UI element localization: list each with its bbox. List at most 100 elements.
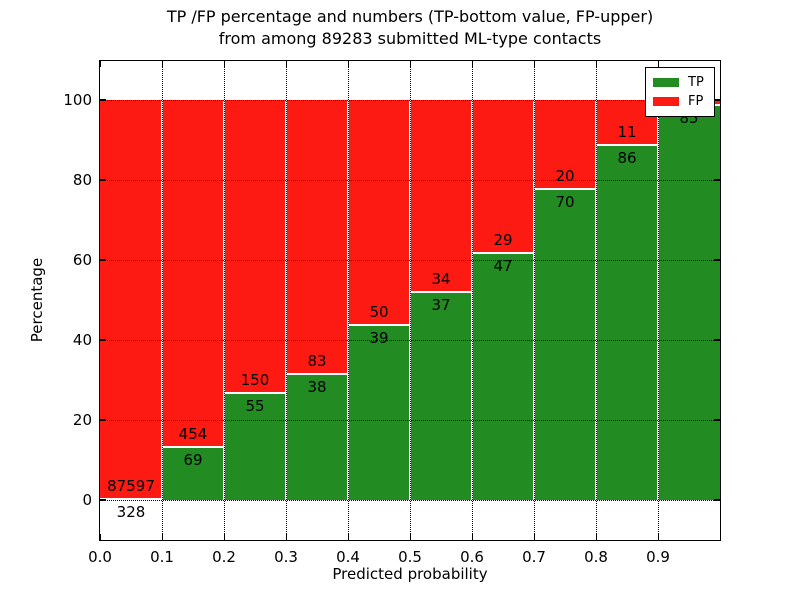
tp-bar-segment — [410, 291, 472, 500]
tp-count-label: 38 — [307, 378, 327, 397]
y-tickmark — [100, 179, 106, 181]
fp-count-label: 29 — [493, 230, 513, 249]
y-tickmark-right — [714, 179, 720, 181]
tp-bar-segment — [596, 145, 658, 500]
x-tickmark-top — [99, 61, 101, 67]
y-tick-label: 100 — [63, 91, 92, 109]
fp-count-label: 11 — [617, 123, 637, 142]
vertical-gridline — [162, 61, 163, 540]
tp-count-label: 37 — [431, 295, 451, 314]
bar-boundary-edge — [162, 446, 224, 449]
y-tick-label: 40 — [72, 331, 92, 349]
x-tickmark — [99, 534, 101, 540]
vertical-gridline — [596, 61, 597, 540]
x-tickmark — [161, 534, 163, 540]
legend-item-tp: TP — [653, 73, 707, 92]
y-tick-label: 0 — [82, 491, 92, 509]
tp-count-label: 55 — [245, 396, 265, 415]
bar-boundary-edge — [596, 144, 658, 147]
fp-count-label: 20 — [555, 166, 575, 185]
fp-bar-segment — [472, 100, 534, 253]
x-tick-label: 0.6 — [460, 548, 484, 566]
tp-count-label: 86 — [617, 149, 637, 168]
y-tickmark — [100, 499, 106, 501]
fp-count-label: 454 — [178, 425, 208, 444]
x-tickmark-top — [657, 61, 659, 67]
x-tickmark-top — [161, 61, 163, 67]
y-tick-label: 80 — [72, 171, 92, 189]
x-tickmark-top — [533, 61, 535, 67]
fp-bar-segment — [100, 100, 162, 499]
x-tickmark — [347, 534, 349, 540]
tp-bar-segment — [162, 447, 224, 500]
x-tick-label: 0.1 — [150, 548, 174, 566]
x-tickmark — [471, 534, 473, 540]
y-tickmark-right — [714, 99, 720, 101]
vertical-gridline — [658, 61, 659, 540]
bar-boundary-edge — [534, 187, 596, 190]
x-tickmark — [657, 534, 659, 540]
fp-count-label: 83 — [307, 352, 327, 371]
tp-bar-segment — [286, 374, 348, 500]
y-tickmark-right — [714, 339, 720, 341]
tp-bar-segment — [472, 252, 534, 500]
x-tickmark-top — [595, 61, 597, 67]
fp-count-label: 150 — [240, 370, 270, 389]
fp-bar-segment — [162, 100, 224, 448]
vertical-gridline — [286, 61, 287, 540]
y-tickmark-right — [714, 259, 720, 261]
tp-count-label: 47 — [493, 256, 513, 275]
fp-bar-segment — [286, 100, 348, 375]
fp-count-label: 87597 — [107, 476, 155, 495]
bar-boundary-edge — [472, 251, 534, 254]
x-axis-label: Predicted probability — [332, 565, 488, 583]
chart-title: TP /FP percentage and numbers (TP-bottom… — [100, 6, 720, 50]
vertical-gridline — [224, 61, 225, 540]
y-tickmark — [100, 259, 106, 261]
y-tickmark-right — [714, 419, 720, 421]
fp-bar-segment — [410, 100, 472, 292]
x-tick-label: 0.5 — [398, 548, 422, 566]
y-tick-label: 60 — [72, 251, 92, 269]
y-tickmark — [100, 419, 106, 421]
tp-count-label: 69 — [183, 451, 203, 470]
tp-bar-segment — [658, 104, 720, 500]
tp-legend-swatch — [653, 78, 679, 87]
chart-title-line1: TP /FP percentage and numbers (TP-bottom… — [166, 7, 654, 26]
fp-legend-label: FP — [688, 94, 704, 109]
x-tickmark-top — [409, 61, 411, 67]
chart-title-line2: from among 89283 submitted ML-type conta… — [218, 29, 602, 48]
tp-legend-label: TP — [688, 75, 704, 90]
vertical-gridline — [410, 61, 411, 540]
tp-count-label: 70 — [555, 192, 575, 211]
tp-count-label: 39 — [369, 328, 389, 347]
fp-bar-segment — [534, 100, 596, 189]
bar-boundary-edge — [100, 497, 162, 500]
bar-boundary-edge — [224, 391, 286, 394]
legend: TP FP — [645, 67, 715, 117]
tp-bar-segment — [348, 324, 410, 500]
vertical-gridline — [534, 61, 535, 540]
fp-bar-segment — [224, 100, 286, 393]
y-tickmark — [100, 339, 106, 341]
bar-boundary-edge — [286, 373, 348, 376]
bar-boundary-edge — [410, 290, 472, 293]
x-tickmark — [223, 534, 225, 540]
x-tickmark — [533, 534, 535, 540]
fp-legend-swatch — [653, 97, 679, 106]
x-tick-label: 0.4 — [336, 548, 360, 566]
x-tick-label: 0.9 — [646, 548, 670, 566]
fp-bar-segment — [348, 100, 410, 325]
x-tickmark-top — [347, 61, 349, 67]
x-tickmark-top — [223, 61, 225, 67]
vertical-gridline — [472, 61, 473, 540]
x-tickmark — [409, 534, 411, 540]
legend-item-fp: FP — [653, 92, 707, 111]
y-tickmark — [100, 99, 106, 101]
vertical-gridline — [348, 61, 349, 540]
tp-count-label: 328 — [116, 502, 146, 521]
bar-boundary-edge — [348, 323, 410, 326]
x-tickmark — [595, 534, 597, 540]
x-tickmark — [285, 534, 287, 540]
x-tick-label: 0.8 — [584, 548, 608, 566]
